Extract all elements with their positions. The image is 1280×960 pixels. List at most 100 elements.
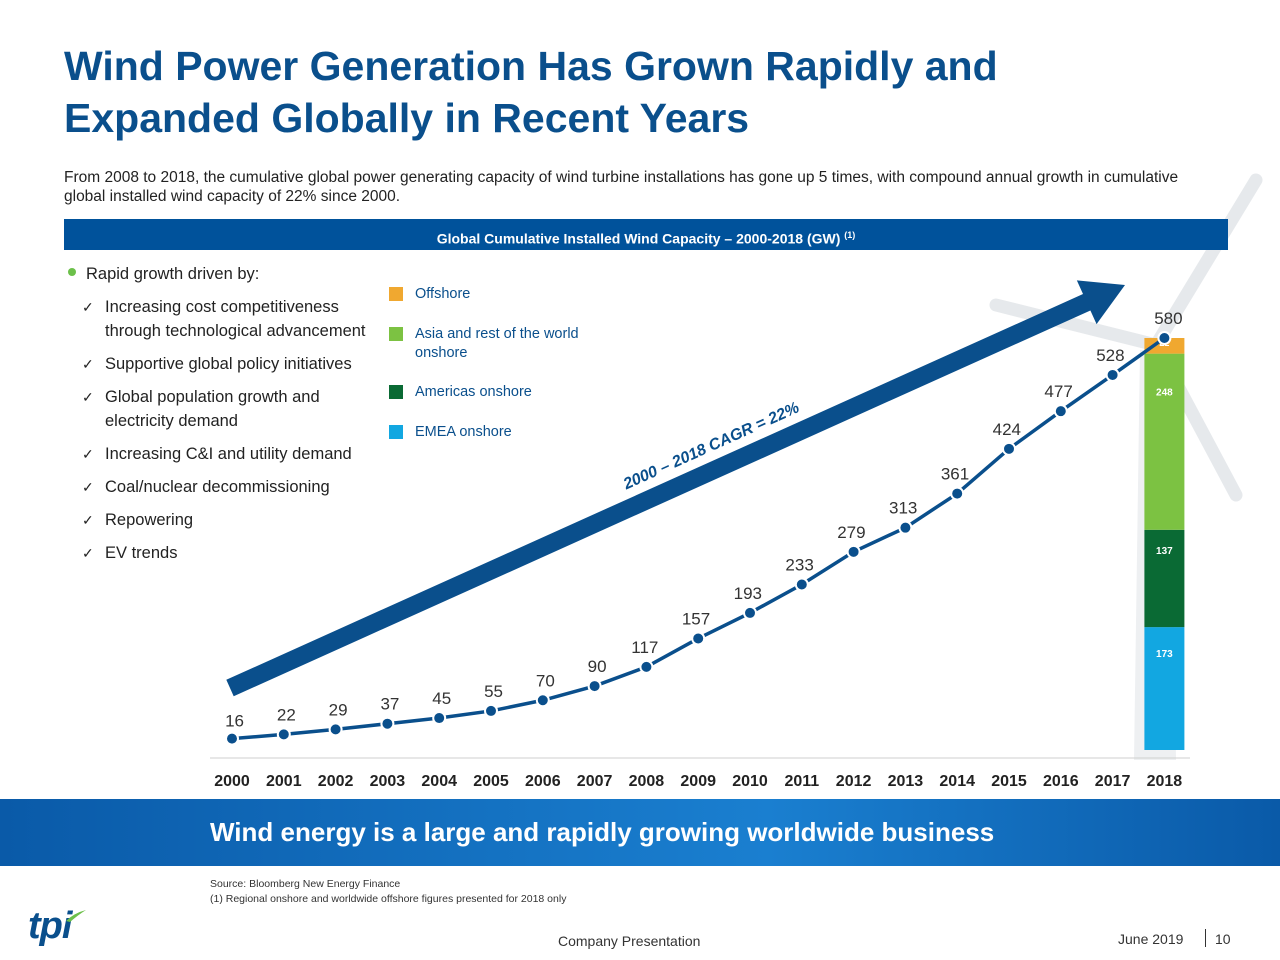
x-tick-label: 2013	[888, 773, 924, 790]
data-point	[1105, 367, 1120, 382]
data-label: 37	[380, 695, 399, 714]
driver-item: ✓ Global population growth and electricit…	[68, 385, 368, 433]
legend-swatch	[389, 287, 403, 301]
legend-label: Americas onshore	[415, 384, 532, 400]
bar-segment	[1144, 353, 1185, 530]
data-point	[743, 605, 757, 620]
bar-segment-label: 137	[1156, 546, 1173, 557]
data-point	[432, 711, 447, 726]
data-point	[276, 727, 291, 742]
checkmark-icon: ✓	[82, 389, 94, 405]
data-label: 313	[889, 499, 917, 518]
data-point	[691, 631, 706, 646]
chart-title-banner: Global Cumulative Installed Wind Capacit…	[64, 219, 1228, 250]
bar-segment	[1144, 338, 1185, 354]
data-point	[225, 731, 239, 746]
data-label: 16	[225, 712, 244, 731]
data-label: 117	[631, 638, 658, 657]
data-label: 157	[682, 609, 710, 628]
x-tick-label: 2003	[370, 773, 406, 790]
x-tick-label: 2018	[1147, 773, 1183, 790]
data-label: 193	[734, 584, 762, 603]
cagr-arrow	[226, 280, 1126, 697]
footer-presentation-title: Company Presentation	[558, 933, 701, 949]
source-text: Source: Bloomberg New Energy Finance	[210, 878, 401, 890]
legend-swatch	[389, 327, 403, 341]
data-label: 528	[1096, 346, 1124, 365]
data-point	[794, 577, 809, 592]
chart-title-footnote-mark: (1)	[844, 230, 856, 240]
driver-text: Supportive global policy initiatives	[105, 355, 352, 373]
driver-item: ✓ Increasing C&I and utility demand	[68, 442, 368, 466]
data-point	[898, 520, 913, 535]
cagr-arrow-shape	[226, 280, 1126, 697]
page-number: 10	[1215, 931, 1231, 947]
x-tick-label: 2016	[1043, 773, 1079, 790]
title-line-1: Wind Power Generation Has Grown Rapidly …	[64, 43, 998, 89]
data-point	[328, 722, 343, 737]
source-notes: Source: Bloomberg New Energy Finance (1)…	[210, 877, 566, 907]
legend-label: Asia and rest of the world onshore	[415, 326, 579, 361]
data-point	[950, 486, 965, 501]
series-line	[231, 336, 1166, 741]
page-title: Wind Power Generation Has Grown Rapidly …	[64, 40, 1164, 144]
title-line-2: Expanded Globally in Recent Years	[64, 95, 750, 141]
takeaway-banner: Wind energy is a large and rapidly growi…	[0, 799, 1280, 866]
data-label: 361	[941, 465, 969, 484]
footer-divider	[1205, 929, 1206, 947]
bar-segment	[1144, 627, 1185, 750]
data-point	[535, 693, 550, 708]
data-point	[380, 716, 395, 731]
x-tick-label: 2005	[473, 773, 509, 790]
data-label: 55	[484, 682, 503, 701]
data-label: 580	[1154, 309, 1182, 328]
legend-swatch	[389, 385, 403, 399]
growth-drivers-list: Rapid growth driven by: ✓ Increasing cost…	[68, 262, 368, 574]
checkmark-icon: ✓	[82, 299, 94, 315]
bar-segment-label: 173	[1156, 649, 1173, 660]
checkmark-icon: ✓	[82, 446, 94, 462]
drivers-heading: Rapid growth driven by:	[68, 262, 368, 286]
x-tick-label: 2011	[784, 773, 819, 790]
x-tick-label: 2007	[577, 773, 613, 790]
data-label: 29	[329, 700, 348, 719]
driver-text: Repowering	[105, 511, 194, 529]
bullet-dot-icon	[68, 268, 76, 276]
tpi-logo: tpi	[28, 905, 88, 955]
driver-item: ✓ Supportive global policy initiatives	[68, 352, 368, 376]
data-point	[1157, 331, 1172, 345]
wind-turbine-illustration	[989, 173, 1263, 760]
bar-segment	[1144, 529, 1185, 628]
x-tick-label: 2017	[1095, 773, 1131, 790]
legend-swatch	[389, 425, 403, 439]
x-tick-label: 2004	[421, 773, 457, 790]
footer-date: June 2019	[1118, 931, 1184, 947]
data-point	[1053, 404, 1068, 419]
driver-text: Global population growth and electricity…	[105, 388, 320, 430]
data-label: 45	[432, 689, 451, 708]
data-label: 22	[277, 705, 296, 724]
driver-text: EV trends	[105, 544, 178, 562]
chart-title: Global Cumulative Installed Wind Capacit…	[436, 230, 841, 247]
x-tick-label: 2001	[266, 773, 302, 790]
data-label: 90	[588, 657, 607, 676]
legend-label: EMEA onshore	[415, 424, 512, 440]
driver-item: ✓ Increasing cost competitiveness through…	[68, 295, 368, 343]
data-label: 424	[993, 420, 1021, 439]
takeaway-text: Wind energy is a large and rapidly growi…	[210, 817, 995, 847]
page-subtitle: From 2008 to 2018, the cumulative global…	[64, 169, 1179, 205]
data-point	[587, 679, 602, 694]
driver-text: Increasing cost competitiveness through …	[105, 298, 366, 340]
data-point	[639, 659, 654, 674]
checkmark-icon: ✓	[82, 479, 94, 495]
logo-swoosh-icon	[66, 910, 86, 922]
x-tick-label: 2000	[214, 773, 250, 790]
data-label: 279	[837, 523, 865, 542]
data-point	[1002, 441, 1016, 456]
x-tick-label: 2012	[836, 773, 872, 790]
checkmark-icon: ✓	[82, 512, 94, 528]
data-label: 477	[1044, 382, 1072, 401]
data-point	[484, 703, 498, 718]
bar-segment-label: 248	[1156, 387, 1173, 398]
